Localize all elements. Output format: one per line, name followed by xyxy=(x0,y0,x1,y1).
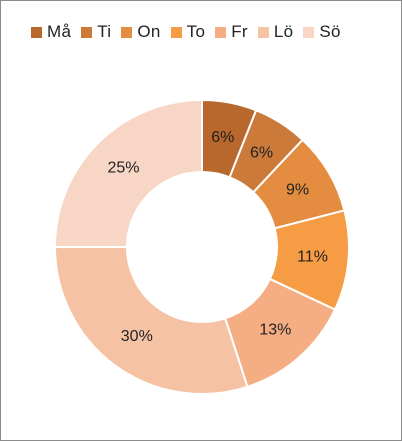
legend-label: Sö xyxy=(319,22,341,41)
legend-label: Må xyxy=(47,22,72,41)
legend-swatch xyxy=(31,26,42,38)
legend-label: To xyxy=(186,22,206,41)
legend-item: To xyxy=(170,22,206,42)
slice-data-label: 11% xyxy=(297,249,328,266)
legend-label: On xyxy=(137,22,161,41)
slice-data-label: 9% xyxy=(286,182,309,199)
legend-swatch xyxy=(303,26,315,38)
legend-item: Sö xyxy=(303,22,340,42)
donut-slice-Sö xyxy=(53,98,203,248)
legend-item: Fr xyxy=(215,22,248,42)
legend-swatch xyxy=(81,26,93,38)
legend-swatch xyxy=(170,26,182,38)
legend-label: Lö xyxy=(273,22,294,41)
slice-data-label: 6% xyxy=(211,129,234,146)
chart-legend: Må Ti On To Fr Lö Sö xyxy=(31,21,351,43)
slice-data-label: 6% xyxy=(250,145,273,162)
legend-label: Ti xyxy=(97,22,112,41)
legend-swatch xyxy=(215,26,227,38)
legend-item: Ti xyxy=(81,22,111,42)
legend-swatch xyxy=(257,26,269,38)
slice-data-label: 30% xyxy=(121,328,153,345)
donut-slice-Lö xyxy=(53,246,249,395)
legend-item: Lö xyxy=(257,22,294,42)
legend-item: Må xyxy=(31,22,71,42)
slice-data-label: 13% xyxy=(259,322,291,339)
slice-data-label: 25% xyxy=(107,160,139,177)
legend-item: On xyxy=(121,22,160,42)
legend-swatch xyxy=(121,26,133,38)
legend-label: Fr xyxy=(231,22,248,41)
